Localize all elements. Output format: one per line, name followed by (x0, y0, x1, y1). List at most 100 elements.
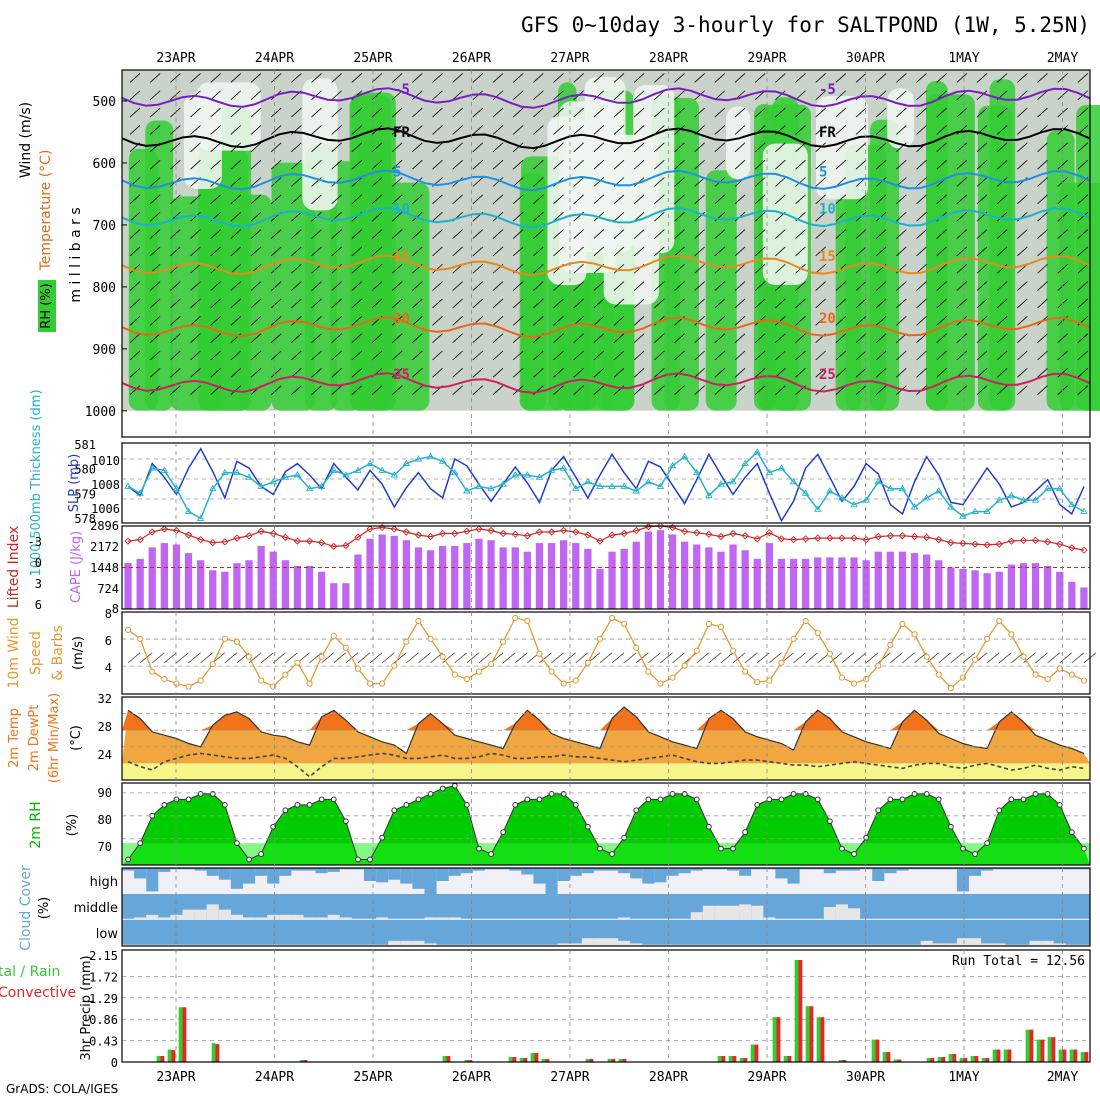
wind-barb (714, 194, 726, 205)
wind-barb (291, 211, 302, 222)
precip-bar-convective (1051, 1037, 1056, 1062)
wind-barb (533, 194, 544, 205)
precip-bar-convective (215, 1044, 220, 1062)
cape-bar (572, 543, 580, 609)
precip-tick: 1.72 (89, 970, 118, 984)
wind-barb (916, 73, 927, 83)
cloud-bar-low (339, 944, 352, 946)
wind-speed-marker (185, 683, 192, 690)
wind-barb (613, 315, 625, 326)
slp-tick: 1010 (91, 454, 120, 468)
wind-barb (250, 350, 262, 361)
rh-marker (730, 845, 736, 852)
wind-barb (512, 298, 524, 309)
cape-bar (1056, 571, 1064, 609)
wind-label: Wind (m/s) (18, 102, 34, 178)
thickness-marker (1019, 496, 1028, 503)
wind-barb (250, 281, 262, 291)
rh-region (1059, 182, 1100, 411)
wind-barb (170, 298, 181, 309)
wind-barb (1017, 281, 1028, 291)
wind-barb (418, 652, 431, 664)
wind-barb (1037, 107, 1048, 118)
wind-barb (936, 263, 947, 274)
cloud-level-label: low (96, 927, 119, 942)
wind-barb (855, 315, 867, 326)
wind-barb (331, 281, 342, 291)
thickness-marker (801, 489, 810, 496)
chart-title: GFS 0~10day 3-hourly for SALTPOND (1W, 5… (521, 13, 1090, 37)
temp-area-high (122, 706, 1090, 731)
wind-barb (553, 385, 564, 395)
wind-barb (575, 652, 589, 664)
rh-marker (681, 791, 688, 797)
slp-tick: 1006 (91, 502, 120, 516)
cloud-bar-middle (823, 907, 836, 920)
cloud-bar-high (666, 868, 679, 876)
cloud-bar-middle (835, 904, 848, 920)
wind-barb (512, 107, 524, 118)
wind-barb (452, 194, 463, 205)
wind-speed-marker (947, 684, 954, 692)
wind-speed-marker (1080, 677, 1088, 684)
cloud-bar-low (327, 944, 340, 946)
wind-barb (1057, 350, 1068, 361)
temp-tick: 24 (98, 748, 112, 762)
wind-barb (593, 90, 605, 101)
cloud-bar-middle (1065, 918, 1078, 920)
wind-barb (391, 90, 403, 101)
wind-barb (996, 333, 1008, 343)
li-marker (281, 533, 289, 541)
cape-bar (547, 543, 556, 609)
cloud-bar-low (182, 944, 195, 946)
wind-barb (976, 73, 988, 83)
pressure-tick: 1000 (85, 405, 116, 420)
wind-barb (553, 73, 564, 83)
thickness-marker (910, 503, 919, 510)
cape-bar (523, 551, 531, 609)
wind-barb (230, 246, 242, 257)
wind-barb (855, 142, 867, 153)
wind-speed-marker (802, 617, 809, 625)
wind-barb (573, 194, 584, 205)
li-marker (850, 534, 858, 542)
cloud-bar-low (134, 944, 147, 946)
cloud-bar-low (1053, 943, 1066, 946)
wind-barb (331, 159, 342, 170)
temp-axis-label: 2m Temp (7, 708, 22, 768)
li-marker (632, 526, 640, 535)
rh-region (201, 142, 218, 411)
wind-barb (371, 350, 383, 361)
cloud-bar-low (1041, 940, 1054, 946)
wind-speed-marker (403, 638, 410, 645)
wind-barb (633, 159, 645, 170)
cloud-bar-middle (460, 918, 473, 920)
wind-barb (896, 350, 907, 361)
wind-barb (654, 368, 665, 378)
cloud-bar-high (364, 868, 377, 881)
cape-bar (935, 560, 943, 609)
wind-barb (230, 315, 242, 326)
wind-barb (533, 263, 544, 274)
cape-bar (705, 547, 713, 609)
wind-barb (936, 368, 947, 378)
wind-barb (371, 263, 383, 274)
wind-barb (936, 281, 947, 291)
wind-speed-marker (173, 680, 180, 687)
li-marker (765, 529, 773, 537)
cloud-bar-high (509, 868, 522, 871)
wind-speed-marker (354, 665, 362, 672)
wind-barb (210, 368, 221, 378)
wind-barb (754, 368, 766, 378)
precip-bar-convective (721, 1056, 726, 1062)
cloud-bar-low (606, 938, 619, 946)
isotherm-label: -5 (819, 82, 836, 98)
wind-barb (775, 90, 786, 101)
rh-marker (1068, 829, 1075, 836)
wind-barb (291, 177, 302, 187)
wind-barb (149, 229, 161, 239)
wind-barb (412, 73, 423, 83)
thickness-marker (124, 482, 132, 489)
wind-barb (432, 107, 443, 118)
wind-barb (412, 350, 423, 361)
